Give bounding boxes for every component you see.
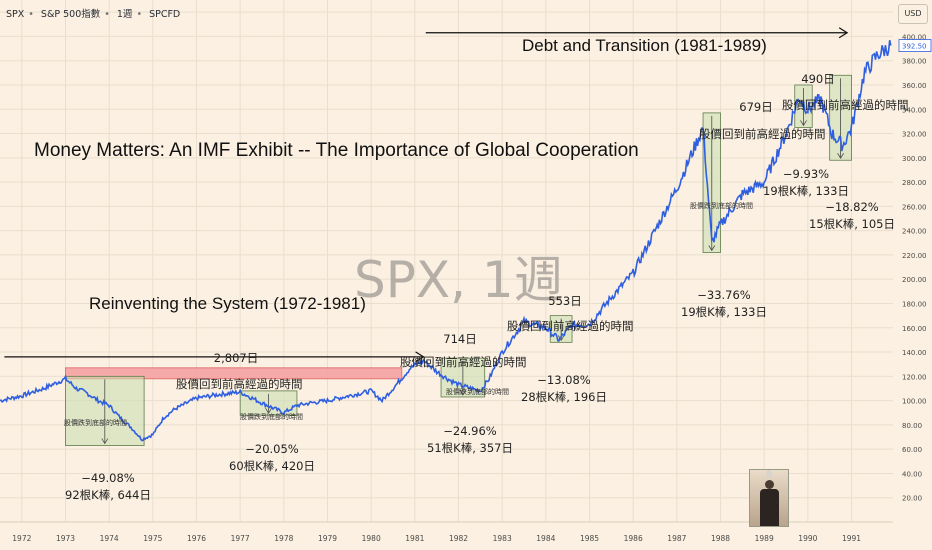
x-tick-label: 1985 <box>580 534 599 543</box>
y-tick-label: 300.00 <box>902 155 927 163</box>
last-price-box <box>898 39 932 52</box>
drawdown-arrowhead <box>708 245 716 252</box>
x-tick-label: 1990 <box>798 534 817 543</box>
x-tick-label: 1977 <box>231 534 250 543</box>
annotation-days-g: 490日 <box>801 72 835 86</box>
era-arrowhead <box>415 351 425 363</box>
annotation-stats-f: −9.93% 19根K棒, 133日 <box>763 167 849 198</box>
drop-label-a: 股價跌到底部的時間 <box>64 419 127 427</box>
y-tick-label: 40.00 <box>902 470 922 478</box>
x-tick-label: 1988 <box>711 534 730 543</box>
y-tick-label: 200.00 <box>902 276 927 284</box>
x-tick-label: 1978 <box>274 534 293 543</box>
y-tick-label: 120.00 <box>902 373 927 381</box>
x-tick-label: 1981 <box>405 534 424 543</box>
drawdown-arrowhead <box>265 407 272 414</box>
y-tick-label: 140.00 <box>902 349 927 357</box>
x-tick-label: 1974 <box>100 534 119 543</box>
x-tick-label: 1984 <box>536 534 555 543</box>
annotation-stats-a: −49.08% 92根K棒, 644日 <box>65 471 151 502</box>
y-tick-label: 80.00 <box>902 422 922 430</box>
era-arrows <box>4 27 849 363</box>
drawdown-arrowhead <box>459 389 467 396</box>
x-tick-label: 1986 <box>624 534 643 543</box>
x-tick-label: 1972 <box>12 534 31 543</box>
y-tick-label: 360.00 <box>902 82 927 90</box>
annotation-stats-b: −20.05% 60根K棒, 420日 <box>229 442 315 473</box>
last-price-label: 392.50 <box>902 43 927 51</box>
x-axis: 1972 1973 1974 1975 1976 1977 1978 1979 1980 1981… <box>0 521 932 550</box>
era-label-2: Debt and Transition (1981-1989) <box>522 36 767 55</box>
chart-title: Money Matters: An IMF Exhibit -- The Imp… <box>34 140 639 161</box>
y-tick-label: 240.00 <box>902 228 927 236</box>
annotation-stats-c: −24.96% 51根K棒, 357日 <box>427 424 513 455</box>
x-tick-label: 1980 <box>362 534 381 543</box>
symbol-watermark: SPX, 1週 <box>354 251 564 309</box>
x-tick-label: 1973 <box>56 534 75 543</box>
interval[interactable]: 1週 <box>116 9 133 20</box>
era-arrowhead <box>838 27 849 39</box>
annotation-stats-g: −18.82% 15根K棒, 105日 <box>809 200 895 231</box>
y-tick-label: 60.00 <box>902 446 922 454</box>
y-tick-label: 340.00 <box>902 106 927 114</box>
annotation-days-c: 714日 <box>443 332 477 346</box>
drawdown-arrowhead <box>837 153 844 160</box>
era-label-1: Reinventing the System (1972-1981) <box>89 294 366 313</box>
drawdown-arrowhead <box>101 438 109 445</box>
x-tick-label: 1979 <box>318 534 337 543</box>
recovery-label-c: 股價回到前高經過的時間 <box>400 355 527 369</box>
drawdown-boxes <box>65 74 852 446</box>
recovery-label-e: 股價回到前高經過的時間 <box>699 127 826 141</box>
y-tick-label: 160.00 <box>902 325 927 333</box>
recovery-label-a: 股價回到前高經過的時間 <box>176 377 303 391</box>
y-tick-label: 180.00 <box>902 300 927 308</box>
portrait-thumbnail <box>749 469 789 527</box>
chart-header: SPX • S&P 500指數 • 1週 • SPCFD <box>6 9 181 20</box>
drop-label-c: 股價跌到底部的時間 <box>446 388 509 396</box>
annotation-days-d: 553日 <box>548 294 582 308</box>
y-tick-label: 20.00 <box>902 495 922 503</box>
x-tick-label: 1982 <box>449 534 468 543</box>
y-tick-label: 280.00 <box>902 179 927 187</box>
drawdown-arrowhead <box>557 335 565 342</box>
annotation-stats-e: −33.76% 19根K棒, 133日 <box>681 288 767 319</box>
symbol-name: S&P 500指數 <box>40 9 101 20</box>
y-tick-label: 320.00 <box>902 131 927 139</box>
y-tick-label: 260.00 <box>902 203 927 211</box>
drop-label-e: 股價跌到底部的時間 <box>690 202 753 210</box>
currency-button[interactable]: USD <box>898 4 928 24</box>
drawdown-arrowhead <box>800 120 807 127</box>
x-tick-label: 1975 <box>143 534 162 543</box>
x-tick-label: 1991 <box>842 534 861 543</box>
y-tick-label: 220.00 <box>902 252 927 260</box>
price-line <box>0 40 892 442</box>
annotation-stats-d: −13.08% 28根K棒, 196日 <box>521 373 607 404</box>
y-tick-label: 400.00 <box>902 33 927 41</box>
x-tick-label: 1989 <box>755 534 774 543</box>
y-tick-label: 380.00 <box>902 58 927 66</box>
x-tick-label: 1983 <box>493 534 512 543</box>
y-axis-background <box>893 0 932 550</box>
recovery-label-g: 股價回到前高經過的時間 <box>782 98 909 112</box>
data-source: SPCFD <box>149 9 181 20</box>
drop-label-b: 股價跌到底部的時間 <box>240 413 303 421</box>
annotation-days-a: 2,807日 <box>213 351 259 365</box>
y-axis: 420.00400.00380.00360.00340.00320.00300.… <box>893 0 932 550</box>
x-tick-label: 1987 <box>667 534 686 543</box>
annotation-days-f: 679日 <box>739 100 773 114</box>
recovery-band <box>65 367 403 380</box>
x-tick-label: 1976 <box>187 534 206 543</box>
recovery-label-d: 股價回到前高經過的時間 <box>507 319 634 333</box>
y-tick-label: 100.00 <box>902 398 927 406</box>
symbol[interactable]: SPX <box>6 9 25 20</box>
